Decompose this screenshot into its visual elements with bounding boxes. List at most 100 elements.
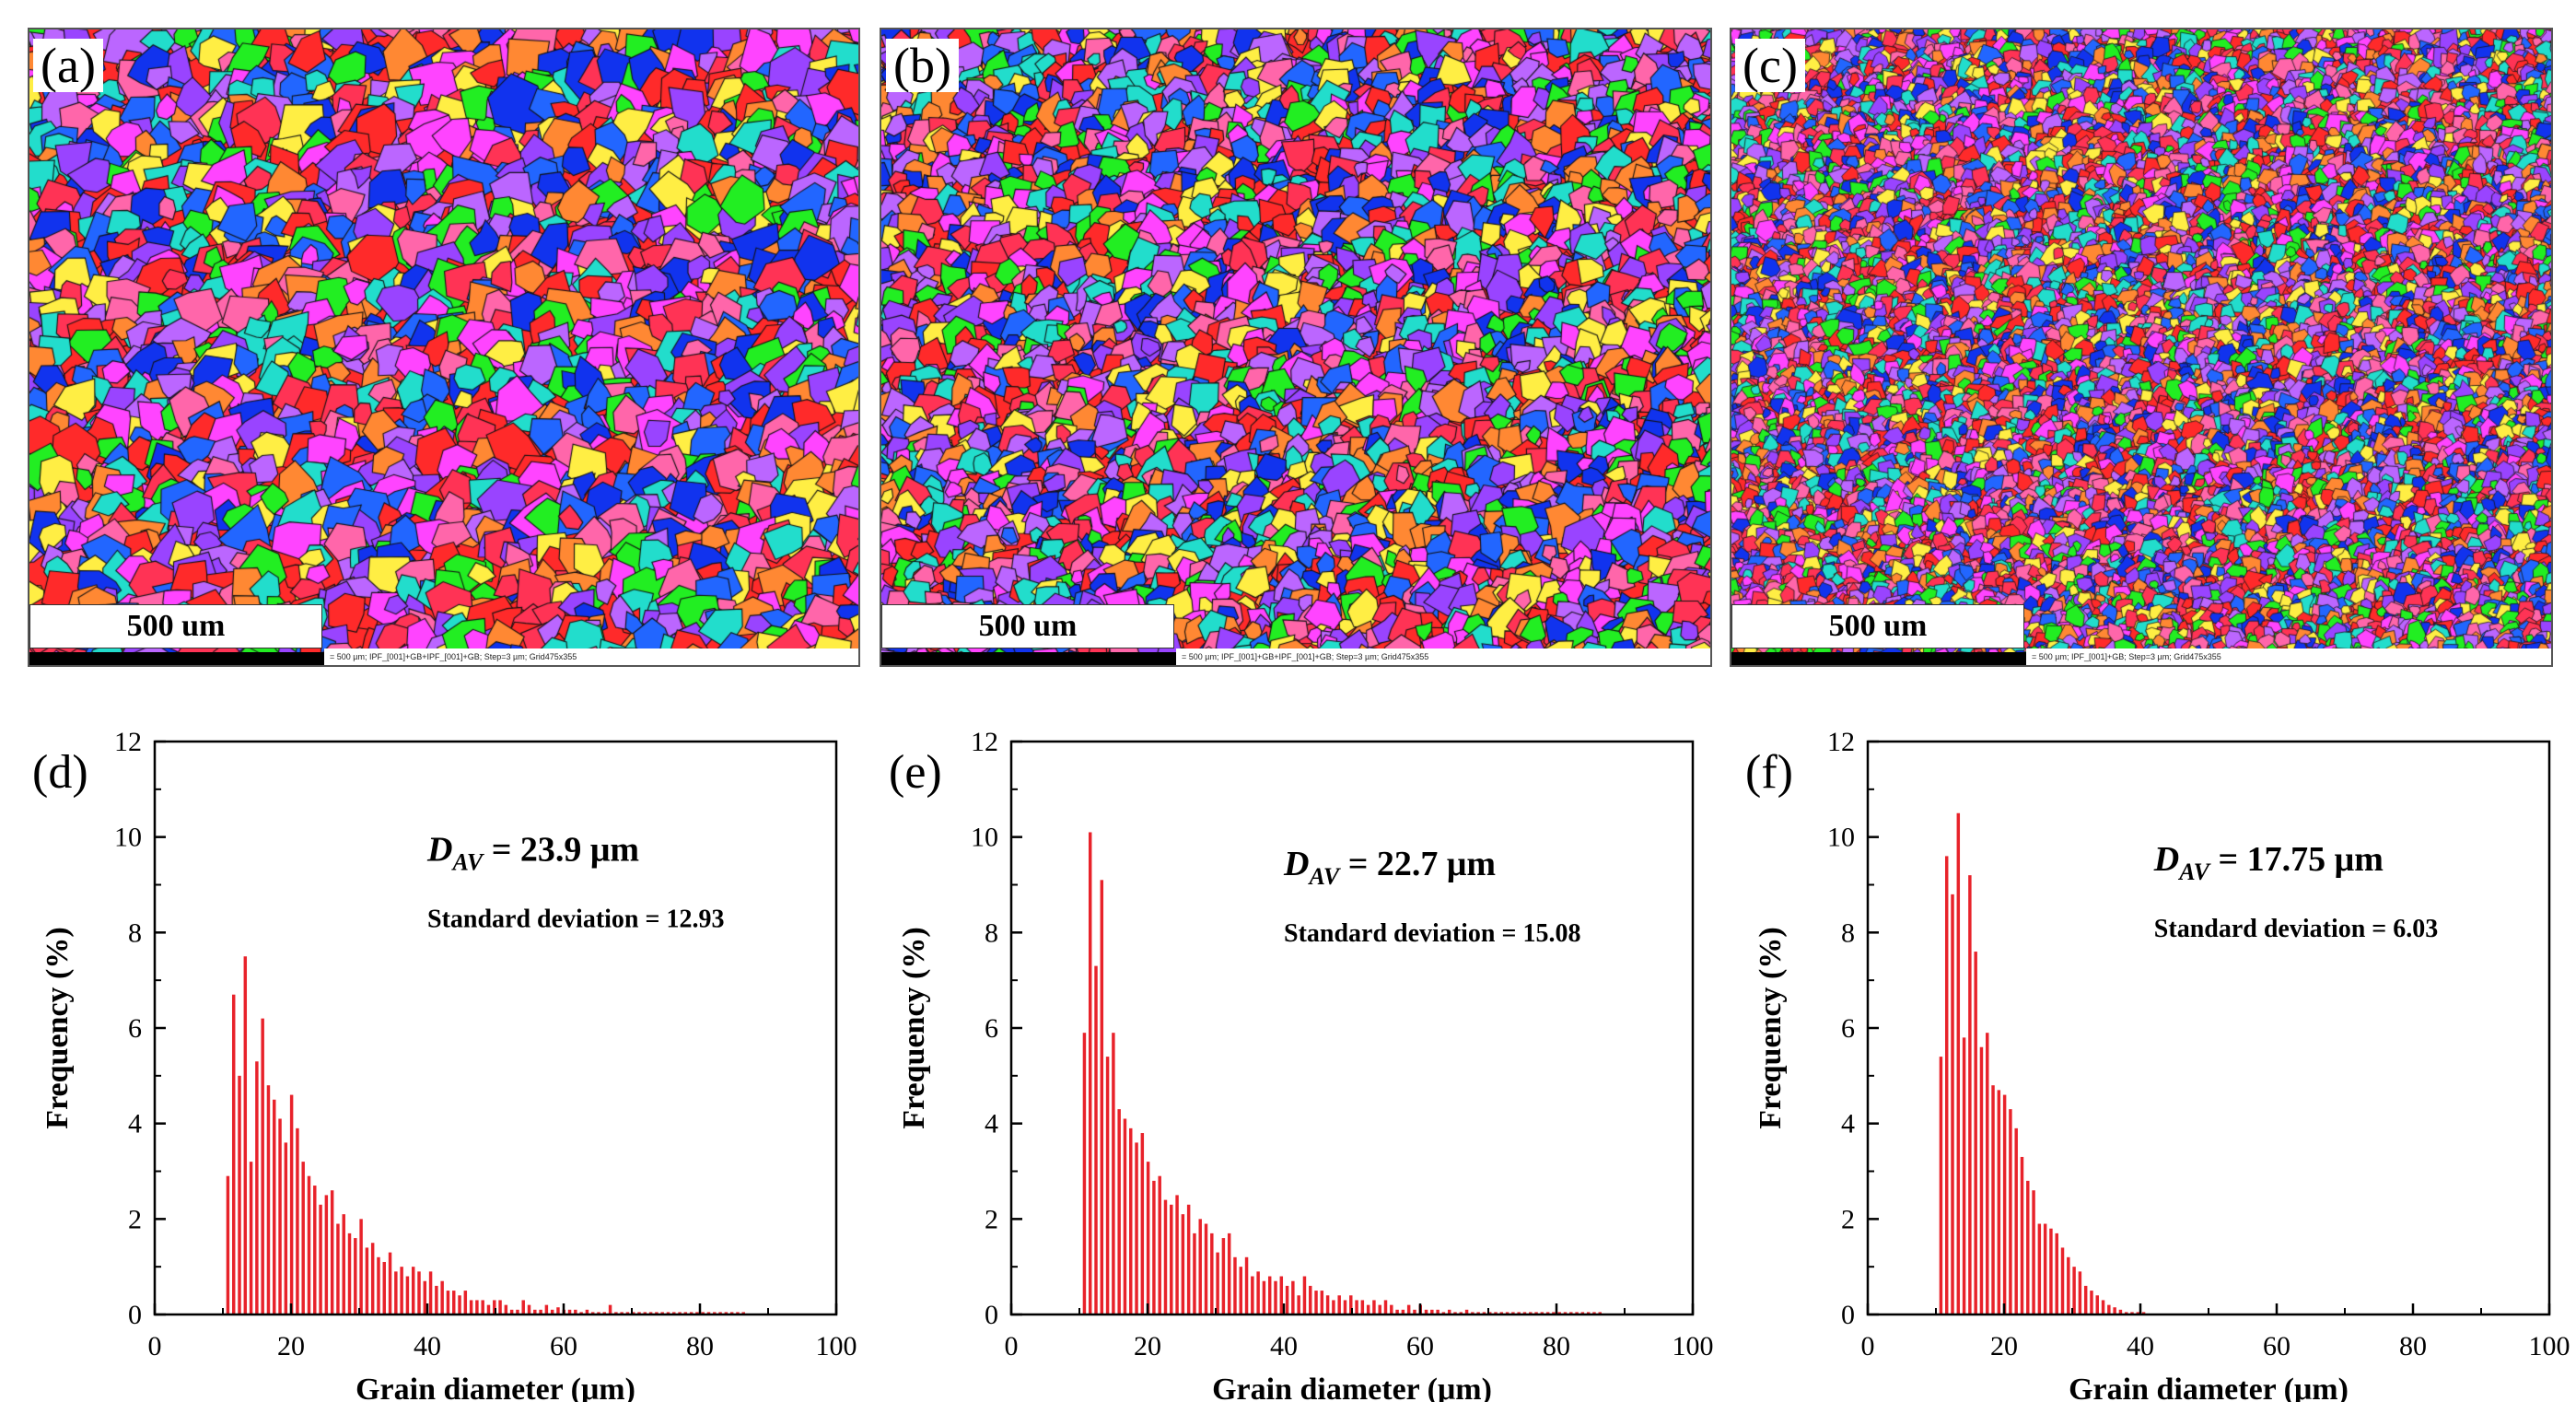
bar — [729, 1312, 734, 1314]
bar — [1378, 1304, 1381, 1314]
ebsd-map-a-canvas — [29, 29, 858, 665]
bar — [2049, 1228, 2053, 1314]
histogram-e: (e) 0 20 40 60 80 100 0 2 4 6 8 10 12 Grain diameter (… — [889, 727, 1714, 1402]
bar — [458, 1295, 461, 1314]
y-tick-label: 12 — [1827, 727, 1855, 757]
bar — [1181, 1214, 1185, 1314]
bar — [388, 1252, 392, 1314]
bar — [556, 1307, 560, 1314]
bar — [2090, 1291, 2093, 1314]
bar — [1517, 1312, 1521, 1314]
annotation-subscript: AV — [450, 849, 484, 876]
annotation-value: = 22.7 μm — [1339, 845, 1496, 883]
x-tick-label: 60 — [1406, 1331, 1434, 1361]
annotation-std: Standard deviation = 6.03 — [2154, 915, 2438, 943]
bar — [655, 1312, 659, 1314]
bar — [359, 1219, 363, 1314]
bar — [1939, 1057, 1943, 1314]
y-tick-label: 6 — [1841, 1013, 1855, 1044]
bar — [1158, 1175, 1161, 1314]
bar — [1430, 1309, 1434, 1314]
bar — [550, 1309, 554, 1314]
bar — [377, 1256, 380, 1314]
bar — [706, 1312, 711, 1314]
bar — [1117, 1109, 1121, 1314]
bar — [527, 1304, 531, 1314]
bar — [2101, 1300, 2105, 1314]
bar — [226, 1175, 230, 1314]
bar — [632, 1312, 635, 1314]
bar — [1082, 1033, 1087, 1314]
bar — [238, 1075, 241, 1314]
bars — [1082, 832, 1602, 1314]
bar — [1233, 1256, 1237, 1314]
bar — [1383, 1300, 1388, 1314]
y-tick-label: 8 — [985, 917, 998, 948]
bar — [1302, 1276, 1307, 1314]
bar — [1227, 1233, 1231, 1314]
bar — [620, 1312, 624, 1314]
bar — [231, 994, 236, 1314]
bar — [1401, 1309, 1405, 1314]
bars — [1939, 812, 2146, 1314]
bar — [411, 1267, 415, 1314]
bar — [1413, 1309, 1416, 1314]
bar — [1193, 1233, 1196, 1314]
scale-bar-label: 500 um — [29, 604, 322, 648]
bar — [683, 1312, 688, 1314]
bar — [289, 1094, 294, 1314]
bar — [1088, 832, 1092, 1314]
bar — [1557, 1312, 1561, 1314]
bar — [452, 1291, 456, 1314]
x-tick-label: 100 — [1673, 1331, 1714, 1361]
bar — [648, 1312, 653, 1314]
bar — [741, 1312, 745, 1314]
bar — [660, 1312, 664, 1314]
y-tick-label: 8 — [128, 917, 142, 948]
bar — [1511, 1312, 1515, 1314]
bar — [354, 1238, 357, 1314]
bar — [1598, 1312, 1602, 1314]
bar — [370, 1243, 375, 1314]
bar — [1390, 1304, 1393, 1314]
bar — [666, 1312, 670, 1314]
annotation-symbol: D — [2153, 840, 2179, 879]
bar — [689, 1312, 694, 1314]
bar — [428, 1271, 433, 1314]
bar — [2014, 1127, 2018, 1314]
bar — [1210, 1233, 1214, 1314]
ebsd-map-b: 500 um = 500 µm; IPF_[001]+GB+IPF_[001]+… — [880, 28, 1712, 667]
bar — [1372, 1300, 1376, 1314]
bar — [1325, 1295, 1330, 1314]
x-tick-label: 40 — [414, 1331, 441, 1361]
x-tick-label: 40 — [2127, 1331, 2154, 1361]
annotation-std: Standard deviation = 15.08 — [1284, 919, 1580, 948]
bar — [1951, 894, 1954, 1314]
annotation-std: Standard deviation = 12.93 — [427, 905, 724, 934]
bar — [1112, 1033, 1115, 1314]
x-tick-label: 80 — [2399, 1331, 2427, 1361]
y-axis-label: Frequency (%) — [897, 927, 931, 1128]
y-tick-label: 6 — [128, 1013, 142, 1044]
bar — [446, 1291, 450, 1314]
histogram-d: (d) 0 20 40 60 80 100 0 2 4 6 8 10 12 Grain diameter (… — [32, 727, 857, 1402]
bar — [1580, 1312, 1585, 1314]
bar — [1471, 1312, 1474, 1314]
bar — [1944, 856, 1949, 1314]
bar — [1979, 1046, 1984, 1314]
x-tick-label: 60 — [2263, 1331, 2290, 1361]
bar — [324, 1195, 329, 1314]
bar — [2095, 1295, 2099, 1314]
bar — [1198, 1219, 1202, 1314]
bar — [336, 1223, 340, 1314]
bar — [521, 1300, 525, 1314]
y-tick-label: 2 — [128, 1204, 142, 1234]
bar — [713, 1312, 717, 1314]
y-tick-label: 2 — [1841, 1204, 1855, 1234]
y-tick-label: 12 — [114, 727, 142, 757]
bar — [504, 1304, 508, 1314]
bar — [2060, 1247, 2065, 1314]
bar — [1453, 1312, 1457, 1314]
bar — [463, 1291, 468, 1314]
scale-bar — [1731, 652, 2026, 665]
